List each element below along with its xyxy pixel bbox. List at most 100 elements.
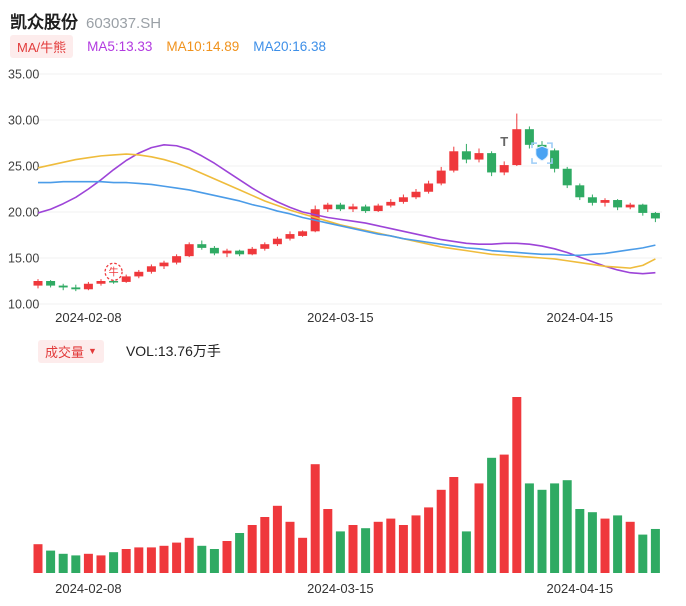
- candle: [650, 212, 660, 223]
- candle: [474, 148, 484, 163]
- candle: [159, 260, 169, 270]
- candle: [348, 203, 358, 212]
- candle: [436, 166, 446, 186]
- candle: [386, 199, 396, 208]
- y-axis-label: 20.00: [8, 206, 39, 220]
- volume-bar: [247, 525, 257, 573]
- candle: [587, 194, 597, 206]
- volume-bar: [575, 509, 585, 573]
- volume-header: 成交量 ▼ VOL:13.76万手: [38, 339, 686, 363]
- candle: [272, 236, 282, 247]
- volume-bar: [96, 555, 106, 573]
- volume-bar: [499, 454, 509, 573]
- candle: [562, 166, 572, 189]
- svg-text:T: T: [500, 134, 508, 149]
- volume-bar: [222, 541, 232, 573]
- x-axis-label: 2024-04-15: [547, 310, 614, 325]
- t-marker-icon: T: [500, 134, 508, 149]
- volume-bar: [461, 531, 471, 573]
- volume-bar: [524, 483, 534, 573]
- volume-selector-label: 成交量: [45, 344, 85, 360]
- volume-bar: [272, 505, 282, 573]
- volume-bar: [487, 457, 497, 573]
- volume-bar: [46, 550, 56, 573]
- ma10-value: MA10:14.89: [166, 38, 240, 54]
- volume-bar: [650, 528, 660, 573]
- candle: [222, 248, 232, 258]
- volume-bar: [398, 525, 408, 573]
- volume-bar: [71, 555, 81, 573]
- ma-indicator-selector[interactable]: MA/牛熊: [10, 34, 74, 58]
- candle: [461, 143, 471, 164]
- candle: [197, 240, 207, 250]
- volume-bar: [562, 480, 572, 573]
- ma5-line: [37, 144, 656, 275]
- candle: [424, 180, 434, 194]
- volume-indicator-selector[interactable]: 成交量 ▼: [38, 339, 104, 363]
- candle: [613, 199, 623, 211]
- volume-bar: [235, 533, 245, 573]
- volume-bar: [146, 547, 156, 573]
- candle: [33, 279, 43, 289]
- volume-bar: [512, 397, 522, 573]
- indicator-bar: MA/牛熊 MA5:13.33 MA10:14.89 MA20:16.38: [10, 34, 686, 58]
- volume-bar: [550, 483, 560, 573]
- volume-bar: [83, 553, 93, 573]
- candle: [625, 202, 635, 210]
- y-axis-label: 15.00: [8, 252, 39, 266]
- volume-bar: [411, 515, 421, 573]
- candle: [550, 148, 560, 173]
- volume-bar: [159, 545, 169, 573]
- candle: [398, 194, 408, 204]
- volume-bar: [134, 547, 144, 573]
- stock-header: 凯众股份 603037.SH: [0, 0, 686, 32]
- volume-bar: [361, 528, 371, 573]
- candle: [96, 279, 106, 286]
- candle: [134, 269, 144, 279]
- volume-bar: [625, 521, 635, 573]
- volume-bar: [298, 537, 308, 573]
- volume-bar: [386, 518, 396, 573]
- volume-bar: [58, 553, 68, 573]
- volume-bar: [33, 544, 43, 573]
- volume-bar: [323, 509, 333, 573]
- y-axis-label: 25.00: [8, 160, 39, 174]
- ma20-line: [38, 180, 656, 257]
- volume-bar: [197, 545, 207, 573]
- candlestick-chart[interactable]: 35.00 30.00 25.00 20.00 15.00 10.00 2024-02-08…: [0, 58, 686, 333]
- candle: [184, 242, 194, 258]
- volume-bar: [613, 515, 623, 573]
- volume-bar: [335, 531, 345, 573]
- volume-bar: [285, 521, 295, 573]
- volume-chart[interactable]: 2024-02-08 2024-03-15 2024-04-15: [0, 365, 686, 600]
- candle: [146, 264, 156, 274]
- candle: [361, 204, 371, 213]
- volume-bar: [449, 477, 459, 573]
- candle: [71, 284, 81, 292]
- candle: [121, 274, 131, 283]
- candle: [487, 151, 497, 177]
- candle: [285, 231, 295, 241]
- volume-bar: [474, 483, 484, 573]
- volume-value: VOL:13.76万手: [125, 343, 221, 359]
- ma20-value: MA20:16.38: [253, 38, 327, 54]
- volume-bar: [436, 489, 446, 573]
- y-axis-label: 10.00: [8, 298, 39, 312]
- chevron-down-icon: ▼: [88, 345, 97, 356]
- bull-marker-icon[interactable]: 牛: [104, 262, 123, 281]
- volume-bar: [373, 521, 383, 573]
- candle: [638, 203, 648, 216]
- candle: [335, 202, 345, 212]
- candle: [46, 280, 56, 288]
- shield-marker-icon[interactable]: [531, 142, 553, 164]
- candle: [260, 242, 270, 251]
- candle: [247, 246, 257, 256]
- volume-bar: [424, 507, 434, 573]
- volume-bar: [310, 464, 320, 573]
- volume-bar: [172, 542, 182, 573]
- volume-bar: [537, 489, 547, 573]
- candle: [524, 126, 534, 149]
- x-axis-label: 2024-03-15: [307, 581, 374, 596]
- y-axis-label: 35.00: [8, 68, 39, 82]
- ma10-line: [37, 153, 656, 269]
